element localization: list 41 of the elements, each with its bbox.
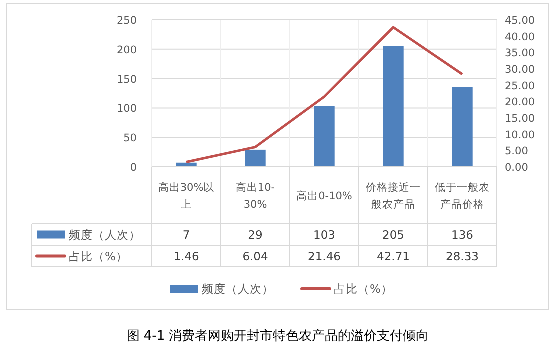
data-label: 6.04 [242, 249, 268, 264]
legend-label: 占比（%） [69, 249, 128, 264]
y-tick-label: 150 [116, 74, 137, 86]
legend-label: 频度（人次） [69, 228, 141, 242]
data-label: 21.46 [308, 249, 341, 264]
data-label: 28.33 [446, 249, 479, 264]
y2-tick-label: 10.00 [505, 129, 536, 142]
y-tick-label: 200 [116, 44, 137, 56]
text: 频度（人次） [202, 282, 274, 296]
y2-tick-label: 25.00 [505, 80, 536, 92]
y2-tick-label: 15.00 [505, 113, 536, 125]
data-label: 1.46 [174, 249, 200, 264]
y2-tick-label: 0.00 [505, 162, 528, 174]
y2-tick-label: 40.00 [505, 31, 536, 44]
x-tick-label: 低于一般农产品价格 [435, 182, 490, 211]
y2-tick-label: 20.00 [505, 96, 536, 109]
bar [314, 106, 335, 167]
bar [383, 46, 404, 167]
data-label: 136 [452, 228, 474, 242]
y-tick-label: 100 [116, 103, 137, 116]
text: 占比（%） [334, 282, 393, 296]
x-tick-label: 高出0-10% [296, 190, 352, 202]
data-label: 29 [248, 228, 263, 242]
data-label: 103 [314, 228, 336, 242]
data-label: 205 [382, 228, 404, 242]
line-series [185, 26, 464, 164]
y2-tick-label: 5.00 [505, 146, 528, 158]
y2-tick-label: 30.00 [505, 64, 536, 76]
y2-tick-label: 35.00 [505, 48, 536, 60]
x-tick-label: 高出10-30% [236, 181, 276, 211]
y-tick-label: 0 [130, 162, 137, 174]
text: 图 4-1 消费者网购开封市特色农产品的溢价支付倾向 [126, 329, 430, 344]
y-tick-label: 50 [124, 132, 137, 145]
data-label: 7 [182, 228, 190, 242]
x-tick-label: 高出30%以上 [158, 181, 215, 211]
data-label: 42.71 [377, 249, 410, 264]
y2-tick-label: 45.00 [505, 15, 536, 27]
y-tick-label: 250 [116, 15, 137, 27]
bar [245, 150, 266, 167]
bar [452, 87, 473, 167]
x-tick-label: 价格接近一般农产品 [365, 181, 421, 211]
